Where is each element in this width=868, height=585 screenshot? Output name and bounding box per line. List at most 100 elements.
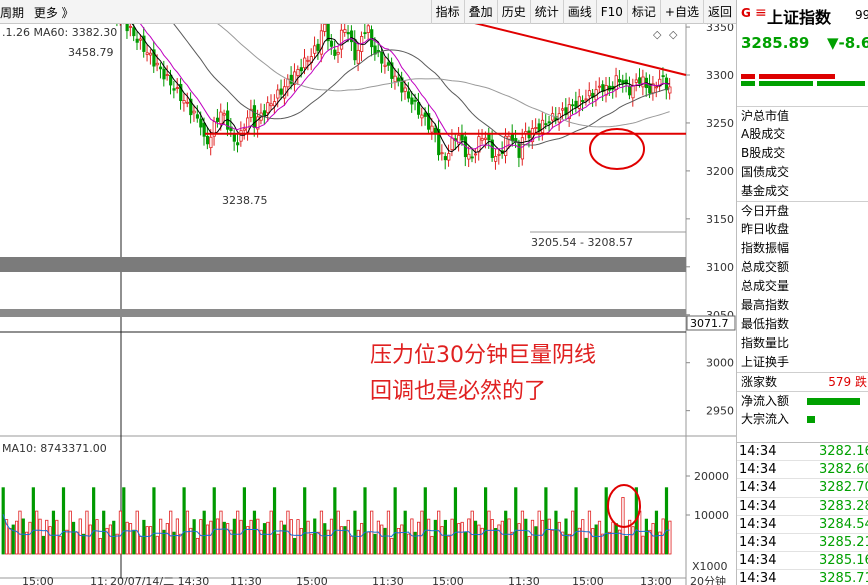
volume-bar	[85, 510, 89, 555]
volume-bar	[98, 537, 102, 555]
volume-bar	[386, 510, 391, 555]
candle-body	[440, 152, 444, 155]
toolbar-button[interactable]: 叠加	[463, 0, 497, 24]
gray-band	[0, 257, 686, 272]
y-tick-label: 3300	[706, 69, 734, 82]
volume-bar	[664, 487, 669, 555]
candle-body	[195, 114, 200, 119]
menu-icon[interactable]: ≡	[755, 5, 767, 21]
candle-body	[132, 27, 136, 37]
candle-body	[162, 68, 166, 80]
volume-bar	[152, 487, 156, 555]
period-label[interactable]: 周期	[0, 6, 25, 20]
volume-bar	[209, 520, 213, 555]
volume-bar	[490, 519, 494, 555]
gray-band	[0, 309, 686, 317]
x-tick-label: 15:00	[572, 575, 604, 585]
volume-bar	[148, 526, 153, 555]
more-menu[interactable]: 更多 》	[33, 6, 74, 20]
quote-field: 指数量比	[737, 334, 868, 353]
chart-svg[interactable]: 3450340033503300325032003150310030503000…	[0, 0, 736, 585]
flow-bar	[807, 398, 860, 405]
y-tick-label: 3250	[706, 117, 734, 130]
volume-bar	[236, 510, 240, 555]
candle-body	[249, 108, 253, 118]
candle-body	[624, 79, 628, 85]
volume-bar	[61, 487, 66, 555]
volume-bar	[500, 520, 504, 555]
volume-bar	[400, 524, 404, 555]
toolbar-button[interactable]: 指标	[430, 0, 464, 24]
candle-body	[185, 101, 190, 104]
candle-body	[135, 38, 139, 43]
candle-body	[457, 134, 461, 145]
tick-value: 3285.71	[819, 571, 868, 585]
volume-bar	[507, 518, 511, 555]
volume-bar	[654, 510, 659, 555]
volume-bar	[192, 519, 196, 555]
volume-bar	[14, 520, 19, 555]
toolbar-button[interactable]: +自选	[659, 0, 703, 24]
kline-chart[interactable]: 3450340033503300325032003150310030503000…	[0, 0, 736, 585]
candle-body	[668, 86, 672, 94]
toolbar-button[interactable]: 历史	[496, 0, 530, 24]
tick-list: 14:34 3282.16 14:34 3282.60 14:34 3282.70 14:3…	[737, 442, 868, 585]
volume-bar	[313, 518, 317, 555]
volume-bar	[628, 519, 632, 555]
toolbar-buttons: 指标 叠加 历史 统计 画线 F10 标记 +自选 返回	[430, 0, 736, 24]
candle-body	[148, 52, 153, 56]
volume-bar	[396, 528, 401, 555]
tick-row: 14:34 3285.21	[737, 534, 868, 553]
ma10-line	[121, 0, 670, 150]
candle-body	[219, 111, 223, 124]
volume-bar	[28, 521, 32, 555]
candle-body	[470, 156, 474, 159]
toolbar-button[interactable]: 画线	[562, 0, 596, 24]
toolbar-button[interactable]: 标记	[626, 0, 660, 24]
volume-bar	[621, 497, 625, 555]
volume-bar	[433, 519, 437, 555]
volume-bar	[644, 518, 649, 555]
candle-body	[540, 119, 545, 133]
tick-time: 14:34	[739, 553, 777, 569]
volume-bar	[648, 529, 652, 555]
toolbar-button[interactable]: 返回	[702, 0, 736, 24]
candle-body	[621, 80, 625, 84]
volume-bar	[112, 520, 116, 555]
candle-body	[641, 76, 645, 88]
candle-body	[182, 100, 186, 104]
candle-body	[293, 71, 297, 85]
index-change: ▼-8.6	[827, 34, 868, 52]
volume-bar	[219, 510, 223, 555]
candle-body	[323, 23, 327, 32]
volume-bar	[309, 533, 314, 555]
candle-body	[343, 29, 347, 33]
candle-body	[480, 138, 484, 141]
toolbar-button[interactable]: 统计	[529, 0, 563, 24]
volume-bar	[460, 521, 464, 555]
volume-bar	[142, 519, 146, 555]
volume-bar	[376, 520, 381, 555]
index-title: 上证指数	[767, 8, 832, 27]
volume-bar	[262, 523, 267, 555]
volume-bar	[132, 529, 136, 555]
volume-bar	[373, 533, 377, 555]
volume-bar	[122, 487, 126, 555]
x-tick-label: 11:30	[230, 575, 262, 585]
volume-bar	[483, 487, 488, 555]
candle-body	[654, 86, 659, 89]
toolbar-button[interactable]: F10	[595, 0, 627, 24]
candle-body	[138, 38, 143, 41]
candle-body	[262, 110, 267, 116]
candle-body	[433, 127, 437, 134]
collapse-icon: ◇	[653, 28, 662, 41]
candle-body	[336, 52, 340, 55]
tick-value: 3282.16	[819, 444, 868, 459]
volume-bar	[631, 526, 635, 555]
volume-bar	[65, 529, 69, 555]
volume-bar	[118, 510, 123, 555]
candle-body	[232, 133, 236, 142]
volume-bar	[58, 535, 62, 555]
volume-bar	[561, 531, 565, 555]
